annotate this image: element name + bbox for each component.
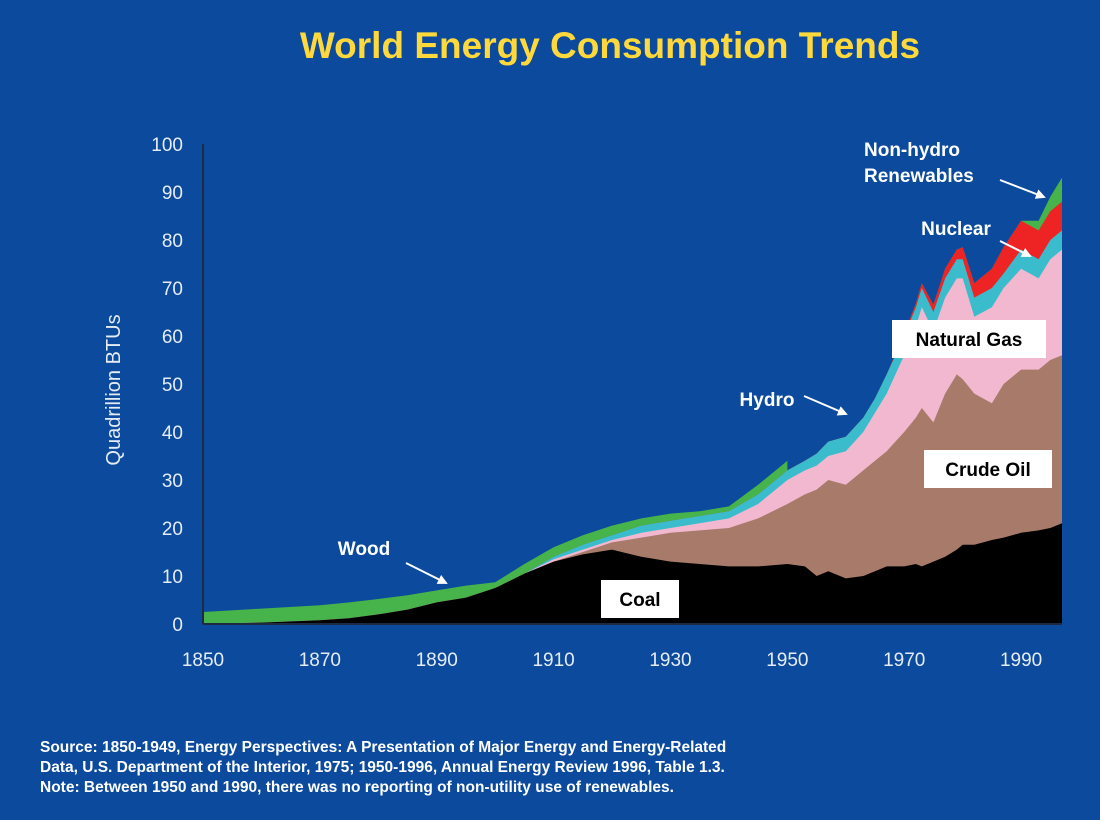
x-tick-1890: 1890 xyxy=(416,650,458,671)
stacked-areas xyxy=(203,177,1062,624)
x-tick-1990: 1990 xyxy=(1000,650,1042,671)
y-tick-50: 50 xyxy=(162,375,183,396)
crude-oil-label: Crude Oil xyxy=(945,460,1031,481)
coal-label-box xyxy=(601,580,679,618)
y-tick-80: 80 xyxy=(162,231,183,252)
source-line-1: Source: 1850-1949, Energy Perspectives: … xyxy=(40,739,727,756)
y-tick-100: 100 xyxy=(151,135,183,156)
wood-label: Wood xyxy=(338,539,390,560)
coal-area xyxy=(203,523,1062,624)
hydro-label: Hydro xyxy=(740,390,795,411)
source-line-2: Data, U.S. Department of the Interior, 1… xyxy=(40,759,725,776)
annotations: Natural Gas Crude Oil Coal Wood Hydro Nu… xyxy=(338,140,1052,618)
nuclear-label: Nuclear xyxy=(921,219,991,240)
y-tick-70: 70 xyxy=(162,279,183,300)
x-tick-1930: 1930 xyxy=(649,650,691,671)
x-tick-1950: 1950 xyxy=(766,650,808,671)
y-tick-30: 30 xyxy=(162,471,183,492)
y-tick-0: 0 xyxy=(172,615,183,636)
y-tick-10: 10 xyxy=(162,567,183,588)
y-tick-60: 60 xyxy=(162,327,183,348)
chart-title: World Energy Consumption Trends xyxy=(300,25,920,66)
x-tick-1870: 1870 xyxy=(299,650,341,671)
x-tick-1850: 1850 xyxy=(182,650,224,671)
x-tick-1910: 1910 xyxy=(532,650,574,671)
wood-arrow xyxy=(405,562,448,584)
y-tick-40: 40 xyxy=(162,423,183,444)
source-note: Source: 1850-1949, Energy Perspectives: … xyxy=(40,738,1080,798)
y-tick-90: 90 xyxy=(162,183,183,204)
nuclear-arrow xyxy=(999,240,1032,257)
hydro-arrow xyxy=(803,395,848,416)
x-tick-labels: 1850 1870 1890 1910 1930 1950 1970 1990 xyxy=(182,650,1042,671)
coal-label: Coal xyxy=(619,590,660,611)
energy-chart: World Energy Consumption Trends 0 10 20 30 4… xyxy=(103,25,1062,671)
y-tick-labels: 0 10 20 30 40 50 60 70 80 90 100 xyxy=(151,135,183,636)
x-tick-1970: 1970 xyxy=(883,650,925,671)
crude-oil-area xyxy=(203,355,1062,624)
source-line-3: Note: Between 1950 and 1990, there was n… xyxy=(40,779,674,796)
non-hydro-arrow xyxy=(999,179,1046,199)
non-hydro-label-line1: Non-hydro xyxy=(864,140,960,161)
y-axis-label: Quadrillion BTUs xyxy=(103,314,125,465)
natural-gas-label-box xyxy=(892,320,1046,358)
natural-gas-label: Natural Gas xyxy=(916,330,1023,351)
crude-oil-label-box xyxy=(924,450,1052,488)
y-tick-20: 20 xyxy=(162,519,183,540)
non-hydro-label-line2: Renewables xyxy=(864,166,974,187)
